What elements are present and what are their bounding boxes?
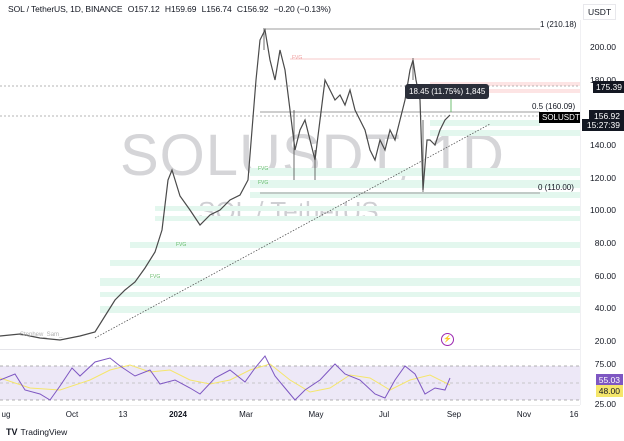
bar-countdown-tag: 15:27:39 bbox=[581, 119, 624, 131]
price-tick: 120.00 bbox=[590, 173, 616, 183]
brand-name: TradingView bbox=[20, 427, 68, 437]
time-tick: Jul bbox=[378, 410, 390, 419]
time-tick: Sep bbox=[446, 410, 462, 419]
rsi-line bbox=[0, 355, 451, 401]
fvg-label-bull: FVG bbox=[176, 242, 187, 248]
time-axis[interactable]: ug Oct 13 2024 Mar May Jul Sep Nov 16 bbox=[0, 405, 580, 424]
rsi-chart-svg bbox=[0, 355, 580, 401]
symbol-title[interactable]: SOL / TetherUS, 1D, BINANCE bbox=[8, 4, 123, 14]
price-chart-svg bbox=[0, 28, 580, 341]
ohlc-high: H159.69 bbox=[164, 4, 197, 14]
symbol-price-tag: SOLUSDT bbox=[539, 112, 580, 123]
time-tick: 16 bbox=[569, 410, 579, 419]
rsi-value-tag: 55.03 bbox=[595, 374, 623, 386]
price-tick: 140.00 bbox=[590, 140, 616, 150]
time-tick: Nov bbox=[516, 410, 532, 419]
trendline bbox=[94, 123, 491, 339]
time-tick: Oct bbox=[65, 410, 79, 419]
fvg-label-bull: FVG bbox=[150, 274, 161, 280]
time-tick: 2024 bbox=[169, 410, 187, 419]
price-tick: 100.00 bbox=[590, 205, 616, 215]
ohlc-low: L156.74 bbox=[201, 4, 232, 14]
time-tick: Mar bbox=[239, 410, 253, 419]
fvg-label-bull: FVG bbox=[258, 180, 269, 186]
fib-label-05: 0.5 (160.09) bbox=[532, 102, 576, 111]
tradingview-logo-icon: TV bbox=[6, 427, 18, 437]
measure-tooltip: 18.45 (11.75%) 1,845 bbox=[405, 84, 490, 99]
rsi-tick: 25.00 bbox=[594, 399, 616, 409]
currency-button[interactable]: USDT bbox=[583, 4, 617, 20]
chart-header: SOL / TetherUS, 1D, BINANCE O157.12 H159… bbox=[8, 4, 334, 14]
fvg-zones-bull bbox=[100, 120, 580, 313]
price-axis[interactable]: 200.00 180.00 160.00 140.00 120.00 100.0… bbox=[580, 20, 624, 409]
price-tick: 200.00 bbox=[590, 42, 616, 52]
author-watermark: Stephew_Sam_ bbox=[20, 332, 63, 338]
rsi-tick: 75.00 bbox=[594, 359, 616, 369]
flash-event-icon[interactable]: ⚡ bbox=[441, 333, 454, 346]
price-tick: 20.00 bbox=[594, 336, 616, 346]
rsi-pane[interactable] bbox=[0, 349, 580, 406]
price-tick: 60.00 bbox=[594, 271, 616, 281]
price-pane[interactable]: SOLUSDT, 1D SOL / TetherUS bbox=[0, 20, 580, 348]
tradingview-logo[interactable]: TV TradingView bbox=[6, 427, 67, 437]
ohlc-change: −0.20 (−0.13%) bbox=[273, 4, 331, 14]
time-tick: 13 bbox=[118, 410, 128, 419]
ohlc-close: C156.92 bbox=[236, 4, 269, 14]
time-tick: ug bbox=[1, 410, 11, 419]
fvg-zones-bear bbox=[290, 58, 580, 93]
fvg-label-bear: FVG bbox=[292, 55, 303, 61]
ohlc-open: O157.12 bbox=[127, 4, 160, 14]
time-tick: May bbox=[308, 410, 324, 419]
fib-label-1: 1 (210.18) bbox=[540, 20, 577, 29]
rsi-ma-value-tag: 48.00 bbox=[595, 385, 623, 397]
price-tick: 40.00 bbox=[594, 303, 616, 313]
fib-label-0: 0 (110.00) bbox=[538, 183, 574, 192]
price-tick: 180.00 bbox=[590, 75, 616, 85]
fvg-label-bull: FVG bbox=[258, 166, 269, 172]
level-price-tag: 175.39 bbox=[593, 81, 624, 93]
price-tick: 80.00 bbox=[594, 238, 616, 248]
